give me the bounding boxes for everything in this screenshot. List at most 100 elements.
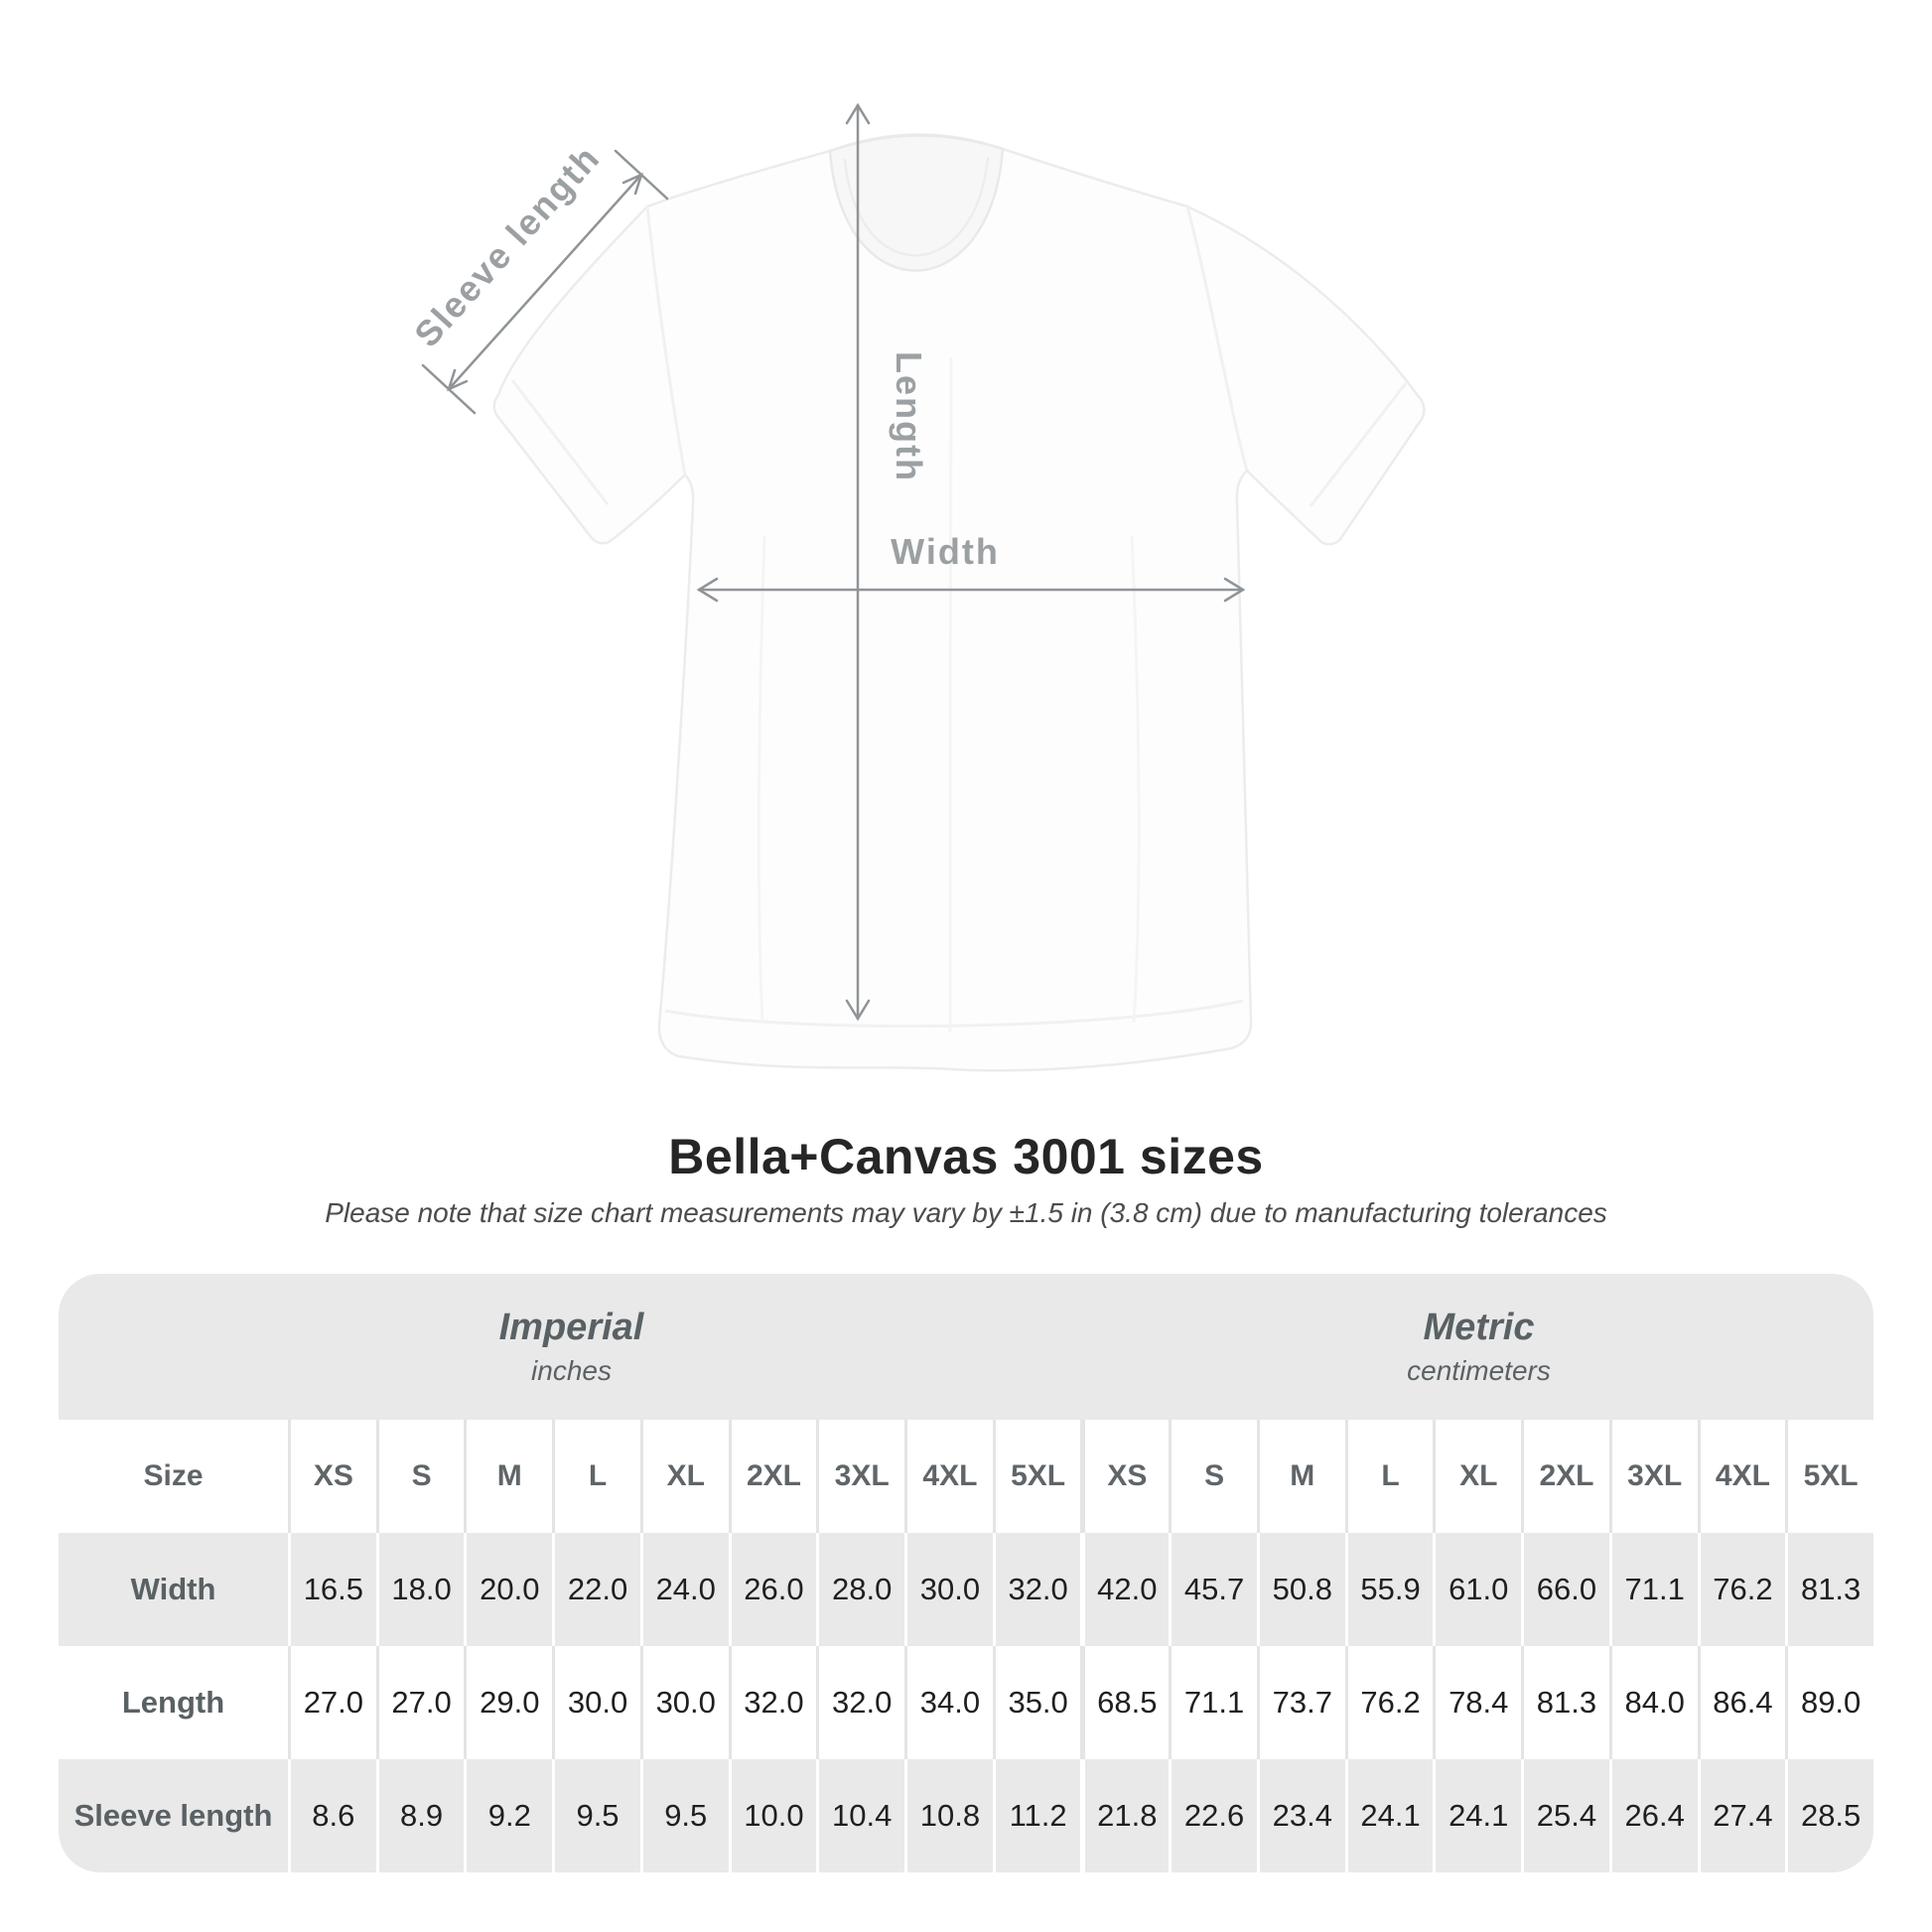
table-value-cell: 81.3	[1785, 1533, 1873, 1646]
size-header-cell: L	[1344, 1420, 1434, 1533]
size-header-cell: 2XL	[1521, 1420, 1609, 1533]
table-row-sleeve-length: Sleeve length 8.6 8.9 9.2 9.5 9.5 10.0 10.4 10.…	[59, 1759, 1873, 1872]
metric-unit: centimeters	[1407, 1355, 1551, 1386]
table-value-cell: 30.0	[552, 1646, 640, 1759]
table-value-cell: 45.7	[1169, 1533, 1257, 1646]
size-header-cell: XL	[1433, 1420, 1521, 1533]
measurement-lines	[421, 102, 1246, 1022]
table-value-cell: 76.2	[1344, 1646, 1434, 1759]
size-header-cell: 3XL	[816, 1420, 904, 1533]
size-header-cell: 2XL	[728, 1420, 817, 1533]
table-value-cell: 24.1	[1344, 1759, 1434, 1872]
table-value-cell: 68.5	[1080, 1646, 1169, 1759]
table-value-cell: 24.1	[1433, 1759, 1521, 1872]
row-label-sleeve-length: Sleeve length	[73, 1798, 273, 1833]
tshirt-outline	[492, 133, 1426, 1072]
table-value-cell: 16.5	[288, 1533, 376, 1646]
table-value-cell: 61.0	[1433, 1533, 1521, 1646]
table-value-cell: 18.0	[375, 1533, 465, 1646]
table-value-cell: 78.4	[1433, 1646, 1521, 1759]
table-value-cell: 9.5	[552, 1759, 640, 1872]
table-value-cell: 34.0	[904, 1646, 993, 1759]
table-row-width: Width 16.5 18.0 20.0 22.0 24.0 26.0 28.0 30.0 32…	[59, 1533, 1873, 1646]
size-header-cell: XS	[288, 1420, 376, 1533]
size-header-cell: L	[552, 1420, 640, 1533]
size-header-cell: S	[375, 1420, 465, 1533]
table-value-cell: 27.0	[375, 1646, 465, 1759]
table-value-cell: 84.0	[1608, 1646, 1698, 1759]
table-value-cell: 27.0	[288, 1646, 376, 1759]
table-value-cell: 73.7	[1256, 1646, 1345, 1759]
table-value-cell: 30.0	[639, 1646, 729, 1759]
length-label: Length	[889, 351, 929, 483]
sleeve-length-end-tick	[421, 363, 477, 415]
table-value-cell: 32.0	[728, 1646, 817, 1759]
tshirt-seams	[510, 206, 1408, 1029]
sleeve-length-end-tick	[614, 149, 669, 201]
width-label: Width	[891, 531, 1000, 572]
table-value-cell: 28.0	[816, 1533, 904, 1646]
size-header-cell: 4XL	[1697, 1420, 1786, 1533]
table-value-cell: 8.6	[288, 1759, 376, 1872]
table-value-cell: 20.0	[464, 1533, 552, 1646]
row-label-width: Width	[130, 1572, 216, 1606]
table-value-cell: 32.0	[992, 1533, 1081, 1646]
table-value-cell: 8.9	[375, 1759, 465, 1872]
size-column-header: Size	[143, 1459, 204, 1492]
table-value-cell: 26.0	[728, 1533, 817, 1646]
table-value-cell: 9.2	[464, 1759, 552, 1872]
size-table: Imperial inches Metric centimeters Size …	[59, 1274, 1873, 1872]
table-value-cell: 76.2	[1697, 1533, 1786, 1646]
table-value-cell: 35.0	[992, 1646, 1081, 1759]
table-value-cell: 10.4	[816, 1759, 904, 1872]
table-value-cell: 22.6	[1169, 1759, 1257, 1872]
table-value-cell: 55.9	[1344, 1533, 1434, 1646]
table-value-cell: 30.0	[904, 1533, 993, 1646]
table-value-cell: 27.4	[1697, 1759, 1786, 1872]
metric-label: Metric	[1423, 1307, 1535, 1348]
table-value-cell: 28.5	[1785, 1759, 1873, 1872]
table-value-cell: 9.5	[639, 1759, 729, 1872]
table-value-cell: 25.4	[1521, 1759, 1609, 1872]
imperial-label: Imperial	[498, 1307, 644, 1348]
table-value-cell: 71.1	[1169, 1646, 1257, 1759]
table-value-cell: 11.2	[992, 1759, 1081, 1872]
table-value-cell: 42.0	[1080, 1533, 1169, 1646]
table-value-cell: 50.8	[1256, 1533, 1345, 1646]
imperial-unit: inches	[531, 1355, 612, 1386]
tshirt-creases	[757, 356, 1141, 1034]
tshirt-measurement-diagram: Sleeve length Length Width	[406, 102, 1426, 1072]
table-value-cell: 24.0	[639, 1533, 729, 1646]
size-header-cell: M	[464, 1420, 552, 1533]
size-header-cell: M	[1256, 1420, 1345, 1533]
size-header-cell: XS	[1080, 1420, 1169, 1533]
size-header-cell: 4XL	[904, 1420, 993, 1533]
size-header-cell: 5XL	[1785, 1420, 1873, 1533]
table-value-cell: 32.0	[816, 1646, 904, 1759]
size-header-cell: S	[1169, 1420, 1257, 1533]
table-value-cell: 29.0	[464, 1646, 552, 1759]
size-header-cell: 5XL	[992, 1420, 1081, 1533]
table-value-cell: 10.8	[904, 1759, 993, 1872]
table-value-cell: 22.0	[552, 1533, 640, 1646]
table-row-length: Length 27.0 27.0 29.0 30.0 30.0 32.0 32.0 34.0 3…	[59, 1646, 1873, 1759]
page-title: Bella+Canvas 3001 sizes	[668, 1129, 1264, 1184]
page-subtitle: Please note that size chart measurements…	[325, 1197, 1607, 1228]
unit-group-header: Imperial inches Metric centimeters	[59, 1274, 1873, 1420]
metric-group-header: Metric centimeters	[1084, 1274, 1873, 1420]
table-value-cell: 66.0	[1521, 1533, 1609, 1646]
table-value-cell: 71.1	[1608, 1533, 1698, 1646]
table-value-cell: 81.3	[1521, 1646, 1609, 1759]
sleeve-length-arrow	[447, 173, 643, 391]
row-label-length: Length	[121, 1685, 225, 1720]
tshirt-collar-rib-line	[843, 156, 990, 257]
size-header-cell: XL	[639, 1420, 729, 1533]
size-header-row: Size XS S M L XL 2XL 3XL 4XL 5XL XS S M L XL 2XL 3XL 4XL…	[59, 1420, 1873, 1533]
table-value-cell: 23.4	[1256, 1759, 1345, 1872]
table-value-cell: 26.4	[1608, 1759, 1698, 1872]
table-value-cell: 89.0	[1785, 1646, 1873, 1759]
imperial-group-header: Imperial inches	[59, 1274, 1084, 1420]
table-value-cell: 21.8	[1080, 1759, 1169, 1872]
table-value-cell: 86.4	[1697, 1646, 1786, 1759]
